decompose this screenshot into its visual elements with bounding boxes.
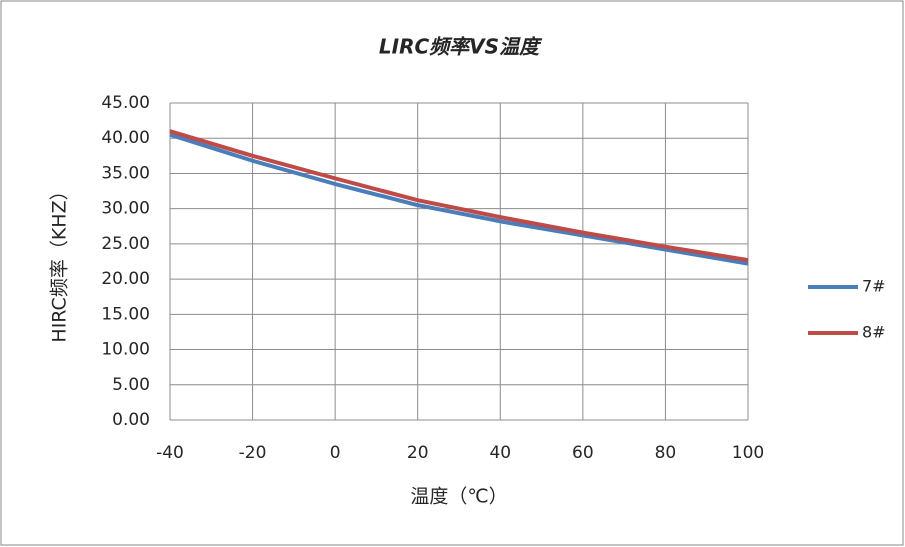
legend-label: 8# — [862, 323, 886, 342]
x-tick-label: 100 — [732, 443, 764, 463]
y-tick-label: 0.00 — [112, 410, 150, 430]
chart-title: LIRC频率VS温度 — [379, 35, 543, 59]
x-axis-label: 温度（℃） — [410, 486, 507, 508]
y-tick-label: 45.00 — [101, 93, 150, 113]
y-tick-label: 35.00 — [101, 163, 150, 183]
x-tick-label: 80 — [655, 443, 677, 463]
x-tick-label: 60 — [572, 443, 594, 463]
legend-label: 7# — [862, 277, 886, 296]
y-tick-label: 30.00 — [101, 199, 150, 219]
y-tick-label: 40.00 — [101, 128, 150, 148]
x-tick-label: 40 — [489, 443, 511, 463]
y-tick-label: 20.00 — [101, 269, 150, 289]
x-tick-label: -20 — [239, 443, 267, 463]
x-tick-label: 0 — [330, 443, 341, 463]
y-tick-label: 10.00 — [101, 340, 150, 360]
x-tick-label: -40 — [156, 443, 184, 463]
series-line — [169, 132, 749, 266]
y-tick-label: 25.00 — [101, 234, 150, 254]
series-line — [169, 129, 749, 263]
y-tick-label: 5.00 — [112, 375, 150, 395]
x-tick-label: 20 — [407, 443, 429, 463]
y-axis-label: HIRC频率（KHZ） — [49, 181, 71, 342]
y-tick-label: 15.00 — [101, 304, 150, 324]
